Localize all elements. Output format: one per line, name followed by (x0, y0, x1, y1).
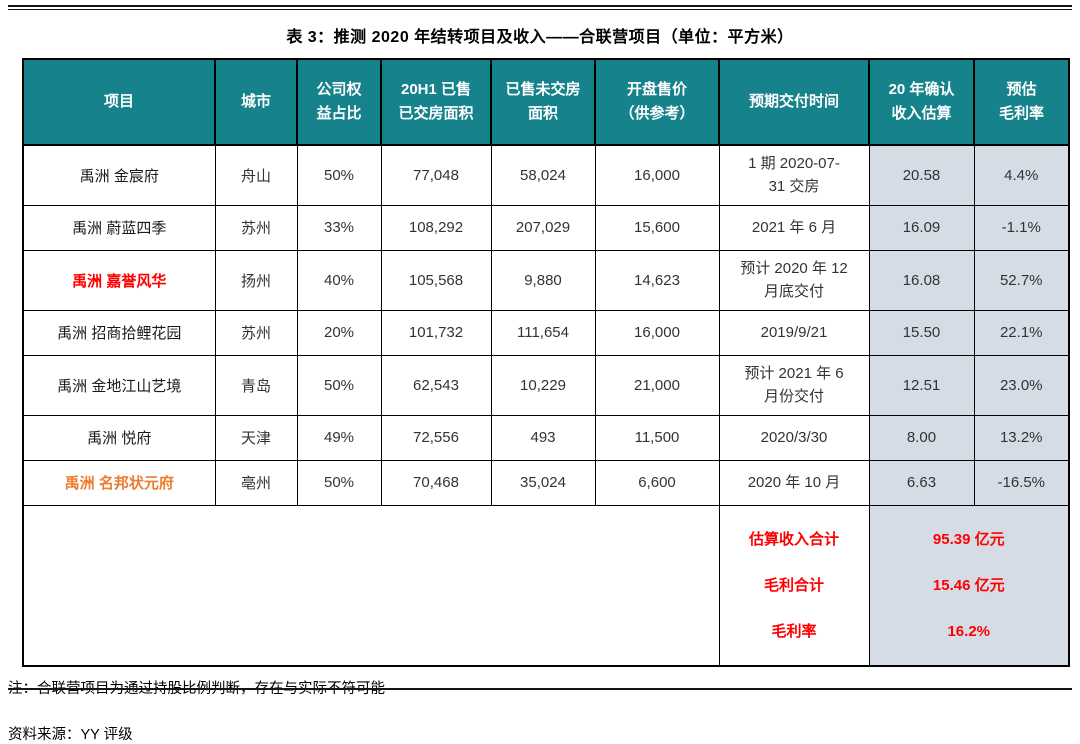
cell-margin: -16.5% (973, 459, 1070, 506)
col-header-sold-delivered: 20H1 已售 已交房面积 (380, 58, 492, 146)
table-row: 禹洲 名邦状元府 亳州 50% 70,468 35,024 6,600 2020… (22, 459, 1070, 506)
cell-sold-undelivered: 35,024 (490, 459, 596, 506)
cell-project: 禹洲 蔚蓝四季 (22, 204, 216, 251)
cell-city: 扬州 (214, 249, 298, 311)
cell-sold-undelivered: 207,029 (490, 204, 596, 251)
table-row: 禹洲 金宸府 舟山 50% 77,048 58,024 16,000 1 期 2… (22, 144, 1070, 206)
top-divider (8, 5, 1072, 10)
table-row: 禹洲 悦府 天津 49% 72,556 493 11,500 2020/3/30… (22, 414, 1070, 461)
cell-margin: 23.0% (973, 354, 1070, 416)
cell-project-highlighted-red: 禹洲 嘉誉风华 (22, 249, 216, 311)
cell-price: 11,500 (594, 414, 720, 461)
summary-value-gross-profit-total: 15.46 亿元 (932, 576, 1005, 594)
cell-margin: -1.1% (973, 204, 1070, 251)
cell-margin: 4.4% (973, 144, 1070, 206)
cell-project-highlighted-orange: 禹洲 名邦状元府 (22, 459, 216, 506)
cell-project: 禹洲 金地江山艺境 (22, 354, 216, 416)
cell-city: 苏州 (214, 309, 298, 356)
cell-sold-undelivered: 111,654 (490, 309, 596, 356)
summary-row: 估算收入合计 毛利合计 毛利率 95.39 亿元 15.46 亿元 16.2% (22, 504, 1070, 666)
table-row: 禹洲 蔚蓝四季 苏州 33% 108,292 207,029 15,600 20… (22, 204, 1070, 251)
cell-equity: 20% (296, 309, 382, 356)
cell-sold-undelivered: 9,880 (490, 249, 596, 311)
cell-sold-undelivered: 58,024 (490, 144, 596, 206)
cell-price: 6,600 (594, 459, 720, 506)
col-header-delivery-time: 预期交付时间 (718, 58, 870, 146)
cell-equity: 50% (296, 144, 382, 206)
cell-delivery-time: 2019/9/21 (718, 309, 870, 356)
cell-price: 21,000 (594, 354, 720, 416)
cell-sold-undelivered: 493 (490, 414, 596, 461)
summary-value-revenue-total: 95.39 亿元 (932, 530, 1005, 548)
cell-revenue: 20.58 (868, 144, 975, 206)
cell-project: 禹洲 招商拾鲤花园 (22, 309, 216, 356)
summary-blank-cell (22, 504, 720, 666)
cell-sold-delivered: 62,543 (380, 354, 492, 416)
col-header-equity: 公司权 益占比 (296, 58, 382, 146)
cell-price: 16,000 (594, 144, 720, 206)
cell-revenue: 16.08 (868, 249, 975, 311)
cell-sold-delivered: 101,732 (380, 309, 492, 356)
cell-project: 禹洲 金宸府 (22, 144, 216, 206)
summary-label-revenue-total: 估算收入合计 (748, 530, 839, 548)
cell-equity: 50% (296, 459, 382, 506)
cell-sold-undelivered: 10,229 (490, 354, 596, 416)
cell-price: 14,623 (594, 249, 720, 311)
cell-equity: 33% (296, 204, 382, 251)
cell-equity: 40% (296, 249, 382, 311)
cell-margin: 22.1% (973, 309, 1070, 356)
col-header-project: 项目 (22, 58, 216, 146)
cell-delivery-time: 2020/3/30 (718, 414, 870, 461)
footnote: 注：合联营项目为通过持股比例判断，存在与实际不符可能 (8, 680, 385, 697)
report-page: 表 3：推测 2020 年结转项目及收入——合联营项目（单位：平方米） 项目 城… (0, 5, 1080, 743)
cell-revenue: 6.63 (868, 459, 975, 506)
cell-price: 15,600 (594, 204, 720, 251)
cell-sold-delivered: 105,568 (380, 249, 492, 311)
cell-city: 亳州 (214, 459, 298, 506)
source-note: 资料来源：YY 评级 (8, 726, 133, 743)
cell-price: 16,000 (594, 309, 720, 356)
cell-delivery-time: 1 期 2020-07- 31 交房 (718, 144, 870, 206)
cell-revenue: 12.51 (868, 354, 975, 416)
col-header-gross-margin: 预估 毛利率 (973, 58, 1070, 146)
cell-project: 禹洲 悦府 (22, 414, 216, 461)
cell-revenue: 15.50 (868, 309, 975, 356)
table-row: 禹洲 招商拾鲤花园 苏州 20% 101,732 111,654 16,000 … (22, 309, 1070, 356)
bottom-divider (8, 688, 1072, 690)
col-header-price: 开盘售价 （供参考） (594, 58, 720, 146)
cell-revenue: 8.00 (868, 414, 975, 461)
projects-table: 项目 城市 公司权 益占比 20H1 已售 已交房面积 已售未交房 面积 开盘售… (22, 58, 1070, 667)
cell-city: 天津 (214, 414, 298, 461)
table-row: 禹洲 嘉誉风华 扬州 40% 105,568 9,880 14,623 预计 2… (22, 249, 1070, 311)
cell-revenue: 16.09 (868, 204, 975, 251)
table-row: 禹洲 金地江山艺境 青岛 50% 62,543 10,229 21,000 预计… (22, 354, 1070, 416)
table-header-row: 项目 城市 公司权 益占比 20H1 已售 已交房面积 已售未交房 面积 开盘售… (22, 58, 1070, 146)
cell-delivery-time: 2020 年 10 月 (718, 459, 870, 506)
summary-values: 95.39 亿元 15.46 亿元 16.2% (868, 504, 1070, 666)
summary-value-gross-margin: 16.2% (947, 622, 991, 640)
cell-city: 舟山 (214, 144, 298, 206)
cell-equity: 50% (296, 354, 382, 416)
cell-sold-delivered: 72,556 (380, 414, 492, 461)
cell-city: 青岛 (214, 354, 298, 416)
cell-margin: 13.2% (973, 414, 1070, 461)
col-header-city: 城市 (214, 58, 298, 146)
cell-equity: 49% (296, 414, 382, 461)
cell-city: 苏州 (214, 204, 298, 251)
cell-delivery-time: 预计 2020 年 12 月底交付 (718, 249, 870, 311)
summary-label-gross-profit-total: 毛利合计 (763, 576, 824, 594)
summary-labels: 估算收入合计 毛利合计 毛利率 (718, 504, 870, 666)
cell-delivery-time: 2021 年 6 月 (718, 204, 870, 251)
summary-label-gross-margin: 毛利率 (771, 622, 817, 640)
col-header-revenue-estimate: 20 年确认 收入估算 (868, 58, 975, 146)
table-title: 表 3：推测 2020 年结转项目及收入——合联营项目（单位：平方米） (286, 29, 794, 46)
cell-sold-delivered: 77,048 (380, 144, 492, 206)
cell-sold-delivered: 108,292 (380, 204, 492, 251)
cell-delivery-time: 预计 2021 年 6 月份交付 (718, 354, 870, 416)
cell-margin: 52.7% (973, 249, 1070, 311)
cell-sold-delivered: 70,468 (380, 459, 492, 506)
col-header-sold-undelivered: 已售未交房 面积 (490, 58, 596, 146)
